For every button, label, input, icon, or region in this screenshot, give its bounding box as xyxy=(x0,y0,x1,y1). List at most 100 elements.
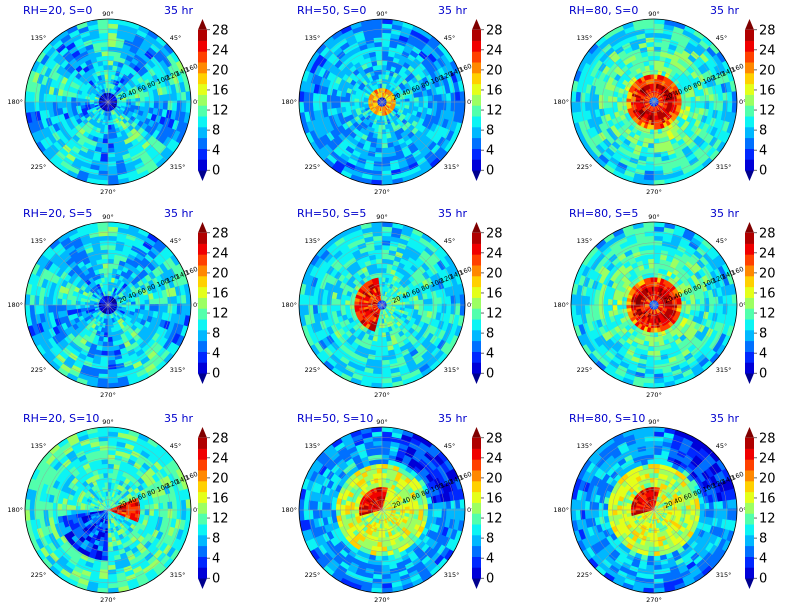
colorbar-segment xyxy=(472,62,481,73)
colorbar-segment xyxy=(198,362,207,373)
angle-label: 225° xyxy=(31,163,47,171)
colorbar-segment xyxy=(198,319,207,330)
panel-title: RH=50, S=5 xyxy=(297,207,366,220)
colorbar-segment xyxy=(472,352,481,363)
colorbar-segment xyxy=(198,265,207,276)
colorbar-segment xyxy=(472,127,481,138)
colorbar-tick-label: 24 xyxy=(486,246,503,261)
panel-time-label: 35 hr xyxy=(438,207,467,220)
colorbar-extend-max xyxy=(472,222,481,233)
angle-label: 45° xyxy=(170,237,182,245)
colorbar-tick-label: 0 xyxy=(486,367,494,382)
colorbar-segment xyxy=(198,30,207,41)
colorbar-segment xyxy=(198,73,207,84)
colorbar-segment xyxy=(198,62,207,73)
colorbar-tick-label: 28 xyxy=(212,226,229,241)
colorbar-segment xyxy=(198,352,207,363)
colorbar-tick-label: 28 xyxy=(486,226,503,241)
colorbar-segment xyxy=(472,41,481,52)
colorbar-tick-label: 12 xyxy=(212,104,229,119)
colorbar-segment xyxy=(472,298,481,309)
colorbar-segment xyxy=(198,287,207,298)
angle-label: 270° xyxy=(374,188,390,196)
radial-tick-label: 160 xyxy=(730,62,745,74)
colorbar-segment xyxy=(198,127,207,138)
colorbar-extend-min xyxy=(745,170,754,181)
colorbar-tick-label: 20 xyxy=(486,266,503,281)
colorbar-segment xyxy=(472,95,481,106)
colorbar-segment xyxy=(198,308,207,319)
colorbar-segment xyxy=(745,30,754,41)
colorbar-tick-label: 8 xyxy=(486,124,494,139)
colorbar-segment xyxy=(472,233,481,244)
angle-label: 180° xyxy=(281,98,297,106)
angle-label: 45° xyxy=(444,237,456,245)
colorbar-segment xyxy=(745,149,754,160)
colorbar-tick-label: 0 xyxy=(212,164,220,179)
colorbar-segment xyxy=(745,116,754,127)
colorbar-segment xyxy=(198,51,207,62)
colorbar-extend-min xyxy=(198,170,207,181)
colorbar-segment xyxy=(472,287,481,298)
colorbar-extend-min xyxy=(198,373,207,384)
radial-tick-label: 160 xyxy=(458,62,473,74)
colorbar-tick-label: 0 xyxy=(759,164,767,179)
angle-label: 135° xyxy=(305,34,321,42)
colorbar-segment xyxy=(198,276,207,287)
panel-time-label: 35 hr xyxy=(164,4,193,17)
colorbar-tick-label: 4 xyxy=(759,144,767,159)
colorbar-tick-label: 12 xyxy=(212,307,229,322)
colorbar-segment xyxy=(472,308,481,319)
angle-label: 180° xyxy=(7,98,23,106)
angle-label: 90° xyxy=(102,213,114,221)
colorbar-segment xyxy=(745,105,754,116)
angle-label: 270° xyxy=(374,391,390,399)
colorbar-tick-label: 12 xyxy=(486,104,503,119)
angle-label: 90° xyxy=(102,10,114,18)
colorbar-segment xyxy=(745,41,754,52)
panel-time-label: 35 hr xyxy=(710,4,739,17)
colorbar-tick-label: 4 xyxy=(486,347,494,362)
colorbar-segment xyxy=(198,105,207,116)
colorbar-segment xyxy=(472,138,481,149)
angle-label: 315° xyxy=(444,366,460,374)
colorbar-segment xyxy=(198,116,207,127)
polar-panel: 2040608010012014016090°270°0°180°45°135°… xyxy=(7,207,200,399)
colorbar-tick-label: 4 xyxy=(486,144,494,159)
colorbar-segment xyxy=(745,95,754,106)
colorbar-tick-label: 16 xyxy=(212,286,229,301)
panel-title: RH=50, S=0 xyxy=(297,4,366,17)
colorbar-segment xyxy=(472,244,481,255)
colorbar-segment xyxy=(198,95,207,106)
panel-title: RH=80, S=0 xyxy=(569,4,638,17)
colorbar-segment xyxy=(472,319,481,330)
radial-tick-label: 160 xyxy=(458,265,473,277)
angle-label: 270° xyxy=(100,188,116,196)
colorbar-extend-min xyxy=(472,170,481,181)
angle-label: 90° xyxy=(376,10,388,18)
colorbar-segment xyxy=(745,138,754,149)
colorbar-segment xyxy=(472,159,481,170)
panel-time-label: 35 hr xyxy=(164,207,193,220)
colorbar-tick-label: 0 xyxy=(486,164,494,179)
angle-label: 90° xyxy=(376,213,388,221)
colorbar-segment xyxy=(198,159,207,170)
angle-label: 45° xyxy=(444,34,456,42)
colorbar-segment xyxy=(472,254,481,265)
polar-panel: 2040608010012014016090°270°0°180°45°135°… xyxy=(281,207,474,399)
angle-label: 270° xyxy=(646,188,662,196)
angle-label: 45° xyxy=(170,34,182,42)
colorbar-segment xyxy=(472,265,481,276)
colorbar-segment xyxy=(472,341,481,352)
colorbar-segment xyxy=(198,330,207,341)
colorbar-tick-label: 0 xyxy=(212,367,220,382)
colorbar-extend-min xyxy=(472,373,481,384)
polar-panel: 2040608010012014016090°270°0°180°45°135°… xyxy=(281,4,474,196)
colorbar-tick-label: 4 xyxy=(212,144,220,159)
colorbar-segment xyxy=(472,276,481,287)
